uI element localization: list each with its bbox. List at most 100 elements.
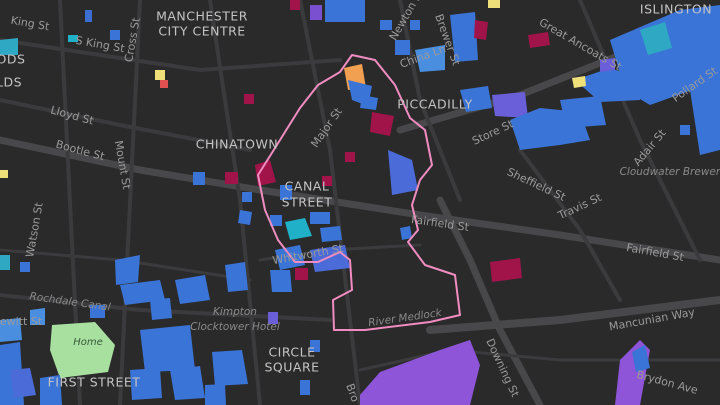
- building: [690, 75, 720, 155]
- building: [30, 308, 45, 325]
- building: [490, 258, 522, 282]
- building: [155, 70, 165, 80]
- building: [40, 375, 62, 405]
- building: [0, 318, 22, 342]
- road: [118, 0, 142, 405]
- building: [460, 86, 492, 112]
- building: [492, 92, 528, 118]
- building: [140, 325, 195, 372]
- map-label: CIRCLE: [268, 345, 315, 360]
- building: [255, 160, 276, 186]
- map-label: Home: [73, 337, 103, 348]
- road: [0, 38, 342, 73]
- building: [345, 152, 355, 162]
- building: [325, 0, 365, 22]
- building: [310, 212, 330, 224]
- building: [10, 368, 36, 398]
- building: [130, 368, 162, 400]
- building: [632, 345, 650, 372]
- building: [225, 262, 248, 292]
- building: [238, 210, 252, 225]
- building: [474, 20, 488, 40]
- map-label: MANCHESTER: [156, 9, 248, 24]
- building: [193, 172, 205, 185]
- canal-street-outline: [257, 54, 461, 331]
- building: [244, 94, 254, 104]
- building: [175, 275, 210, 304]
- building: [322, 176, 332, 186]
- building: [0, 255, 10, 270]
- building: [242, 192, 252, 202]
- building: [410, 20, 420, 30]
- building: [50, 322, 115, 378]
- map-label: LDS: [0, 75, 22, 90]
- map-label: Clocktower Hotel: [190, 321, 280, 333]
- building: [388, 150, 418, 195]
- building: [0, 38, 18, 55]
- road: [0, 293, 332, 322]
- building: [205, 384, 226, 405]
- building: [170, 366, 205, 400]
- building: [270, 215, 282, 226]
- map-label: CITY CENTRE: [158, 24, 245, 39]
- map-label: Kimpton: [213, 306, 257, 318]
- road: [426, 296, 720, 334]
- building: [295, 268, 308, 280]
- building: [280, 185, 292, 200]
- building: [400, 226, 412, 240]
- building: [110, 30, 120, 40]
- map-label: ewitt St: [0, 315, 43, 328]
- map-label: STREET: [282, 195, 333, 210]
- building: [90, 305, 105, 318]
- map-label: ODS: [0, 52, 25, 67]
- building: [225, 172, 238, 184]
- building: [160, 80, 168, 88]
- building: [380, 20, 392, 30]
- building: [68, 35, 78, 42]
- road: [398, 0, 462, 202]
- building: [285, 218, 312, 240]
- building: [560, 96, 606, 128]
- building: [115, 255, 140, 285]
- road: [0, 98, 252, 152]
- building: [275, 245, 305, 270]
- building: [680, 125, 690, 135]
- building: [300, 380, 310, 395]
- building: [610, 5, 720, 105]
- map-label: CANAL: [285, 179, 330, 194]
- map-label: Bro: [343, 382, 362, 404]
- building: [270, 270, 292, 292]
- building: [310, 5, 322, 20]
- building: [395, 40, 410, 55]
- building: [268, 312, 278, 324]
- building: [415, 45, 445, 72]
- building: [120, 280, 165, 305]
- building: [488, 0, 500, 8]
- building: [600, 58, 615, 72]
- building: [360, 340, 480, 405]
- road: [298, 0, 362, 405]
- map-label: PICCADILLY: [397, 97, 472, 112]
- building: [310, 340, 320, 352]
- building: [572, 76, 586, 88]
- building: [290, 0, 300, 10]
- map-label: ISLINGTON: [640, 2, 712, 17]
- map-label: FIRST STREET: [48, 375, 141, 390]
- map-label: SQUARE: [264, 360, 319, 375]
- building: [150, 298, 172, 320]
- building: [528, 32, 550, 48]
- building: [370, 112, 394, 136]
- map-label: Cloudwater Brewery: [620, 166, 720, 178]
- building: [360, 95, 378, 110]
- road: [436, 196, 544, 405]
- building: [320, 226, 342, 242]
- building: [450, 12, 478, 62]
- building: [85, 10, 92, 22]
- road: [518, 148, 622, 302]
- building: [640, 22, 672, 55]
- building: [0, 170, 8, 178]
- map-label: CHINATOWN: [196, 137, 278, 152]
